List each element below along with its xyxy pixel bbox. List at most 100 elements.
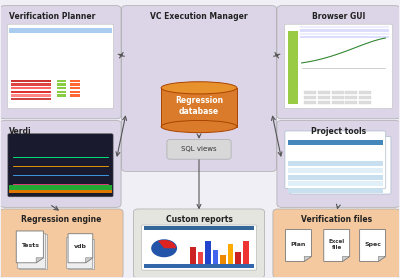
Bar bbox=[11, 80, 50, 82]
Polygon shape bbox=[360, 230, 386, 261]
Ellipse shape bbox=[151, 239, 177, 257]
Polygon shape bbox=[66, 237, 92, 268]
Polygon shape bbox=[19, 234, 46, 269]
Bar bbox=[243, 241, 249, 266]
Wedge shape bbox=[158, 240, 176, 248]
Polygon shape bbox=[342, 256, 350, 261]
Bar bbox=[288, 175, 383, 180]
Bar bbox=[11, 91, 50, 93]
Bar bbox=[304, 101, 316, 105]
Bar bbox=[70, 87, 80, 90]
Bar bbox=[56, 94, 66, 97]
Bar bbox=[300, 36, 389, 38]
Text: Project tools: Project tools bbox=[311, 126, 366, 136]
Bar bbox=[346, 101, 358, 105]
Polygon shape bbox=[286, 230, 312, 261]
Bar bbox=[288, 162, 383, 167]
Text: Spec: Spec bbox=[364, 242, 381, 247]
Bar bbox=[213, 250, 218, 266]
Bar bbox=[56, 80, 66, 82]
Polygon shape bbox=[68, 234, 93, 263]
Ellipse shape bbox=[161, 82, 237, 94]
Bar bbox=[70, 83, 80, 86]
Bar bbox=[332, 96, 344, 100]
Bar bbox=[288, 181, 383, 186]
Bar bbox=[236, 252, 241, 266]
FancyBboxPatch shape bbox=[284, 24, 392, 109]
FancyBboxPatch shape bbox=[142, 225, 257, 270]
FancyBboxPatch shape bbox=[0, 6, 121, 119]
Text: Regression engine: Regression engine bbox=[21, 215, 102, 224]
Text: SQL views: SQL views bbox=[181, 147, 217, 152]
Bar bbox=[304, 96, 316, 100]
FancyBboxPatch shape bbox=[134, 209, 264, 278]
Text: Excel
file: Excel file bbox=[328, 239, 345, 250]
Bar bbox=[332, 101, 344, 105]
Bar bbox=[56, 87, 66, 90]
FancyBboxPatch shape bbox=[285, 131, 386, 188]
Bar bbox=[161, 88, 237, 126]
Text: Tests: Tests bbox=[21, 243, 39, 248]
Bar bbox=[360, 101, 372, 105]
Bar bbox=[11, 83, 50, 86]
Bar bbox=[70, 94, 80, 97]
Text: vdb: vdb bbox=[74, 244, 87, 249]
Polygon shape bbox=[17, 233, 44, 268]
Polygon shape bbox=[36, 258, 43, 263]
Bar bbox=[11, 87, 50, 90]
Text: VC Execution Manager: VC Execution Manager bbox=[150, 12, 248, 21]
Ellipse shape bbox=[161, 120, 237, 133]
Bar bbox=[11, 98, 50, 100]
Bar bbox=[10, 28, 112, 33]
Bar bbox=[300, 26, 389, 28]
Bar bbox=[198, 252, 203, 266]
Bar bbox=[220, 255, 226, 266]
Bar bbox=[360, 91, 372, 95]
Bar bbox=[346, 91, 358, 95]
Bar bbox=[144, 264, 254, 268]
Bar bbox=[304, 91, 316, 95]
Bar bbox=[190, 247, 196, 266]
FancyBboxPatch shape bbox=[122, 6, 276, 171]
Text: Verification files: Verification files bbox=[301, 215, 372, 224]
Bar bbox=[360, 96, 372, 100]
Polygon shape bbox=[304, 256, 312, 261]
Bar bbox=[318, 96, 330, 100]
Bar bbox=[288, 31, 298, 105]
Bar bbox=[205, 241, 211, 266]
Bar bbox=[11, 94, 50, 97]
Bar bbox=[56, 83, 66, 86]
Text: Custom reports: Custom reports bbox=[166, 215, 232, 224]
Polygon shape bbox=[324, 230, 350, 261]
Bar bbox=[70, 91, 80, 93]
Bar bbox=[332, 91, 344, 95]
Polygon shape bbox=[86, 258, 93, 263]
FancyBboxPatch shape bbox=[0, 120, 121, 207]
Bar bbox=[300, 33, 389, 35]
Bar bbox=[346, 96, 358, 100]
FancyBboxPatch shape bbox=[273, 209, 400, 278]
Text: Plan: Plan bbox=[291, 242, 306, 247]
Bar bbox=[318, 91, 330, 95]
Bar bbox=[300, 29, 389, 32]
Text: Regression
database: Regression database bbox=[175, 96, 223, 115]
Text: Browser GUI: Browser GUI bbox=[312, 12, 365, 21]
Bar bbox=[10, 190, 112, 193]
Bar bbox=[288, 168, 383, 173]
FancyBboxPatch shape bbox=[0, 209, 123, 278]
Text: Verification Planner: Verification Planner bbox=[9, 12, 95, 21]
FancyBboxPatch shape bbox=[277, 6, 400, 119]
Bar bbox=[288, 140, 383, 145]
Polygon shape bbox=[68, 239, 94, 269]
Bar bbox=[288, 188, 383, 193]
FancyBboxPatch shape bbox=[8, 134, 113, 197]
Bar bbox=[10, 185, 112, 190]
FancyBboxPatch shape bbox=[277, 120, 400, 207]
Polygon shape bbox=[378, 256, 386, 261]
Polygon shape bbox=[16, 231, 43, 263]
Bar bbox=[56, 91, 66, 93]
FancyBboxPatch shape bbox=[290, 136, 391, 194]
Bar bbox=[318, 101, 330, 105]
Text: Verdi: Verdi bbox=[9, 126, 31, 136]
FancyBboxPatch shape bbox=[167, 140, 231, 159]
